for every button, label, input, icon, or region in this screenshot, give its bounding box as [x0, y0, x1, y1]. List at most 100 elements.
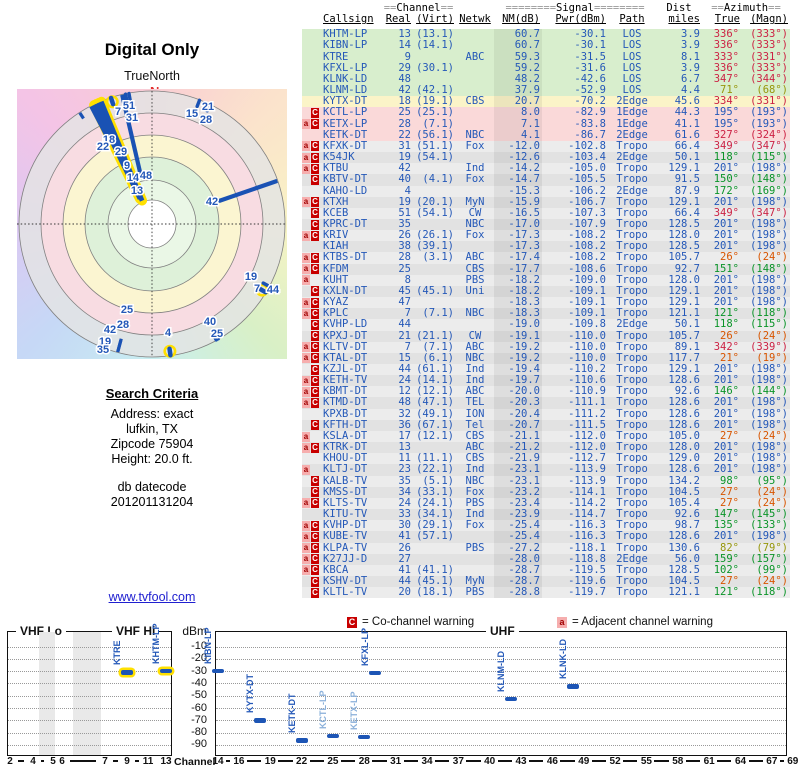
- cell-nm-db: 37.9: [494, 85, 542, 97]
- channel-tick-58: 58: [672, 756, 684, 767]
- table-row: aCKLTL-TV 20 (18.1) PBS -28.8 -119.7 Tropo 121.…: [302, 587, 790, 599]
- group-header-cell: ========Signal========: [505, 3, 645, 14]
- cell-distance-miles: 105.0: [668, 430, 700, 442]
- spectrum-bar-KFXL-LP: [368, 670, 381, 676]
- channel-tick-55: 55: [640, 756, 652, 767]
- cell-azimuth-magnetic: (331°): [750, 96, 788, 108]
- co-channel-warning-icon: C: [311, 587, 319, 598]
- cell-path: Tropo: [616, 430, 648, 442]
- cell-virtual-channel: (3.1): [422, 252, 454, 264]
- radar-label-ch9: 9: [124, 160, 130, 172]
- cell-azimuth-magnetic: (19°): [756, 352, 788, 364]
- cell-real-channel: 35: [398, 218, 411, 230]
- cell-virtual-channel: (13.1): [416, 29, 454, 41]
- radar-dot-ch25: [211, 332, 218, 342]
- radar-spoke-ch22: [78, 112, 85, 120]
- spectrum-bar-KIBN-LP: [212, 668, 224, 674]
- cell-distance-miles: 128.5: [668, 218, 700, 230]
- cell-real-channel: 51: [398, 207, 411, 219]
- radar-label-ch4: 4: [165, 327, 172, 339]
- cell-power-dbm: -30.1: [574, 29, 606, 41]
- column-header-nmdb: NM(dB): [502, 14, 540, 26]
- cell-virtual-channel: (7.1): [422, 118, 454, 130]
- cell-azimuth-true: 347°: [713, 73, 739, 85]
- dbm-tick-label: -60: [191, 701, 207, 714]
- cell-virtual-channel: (54.1): [416, 207, 454, 219]
- column-header-netwk: Netwk: [459, 14, 491, 26]
- warning-cell: aC: [302, 241, 321, 252]
- cell-distance-miles: 87.9: [674, 185, 700, 197]
- co-channel-warning-icon: C: [311, 576, 319, 587]
- cell-distance-miles: 134.2: [668, 475, 700, 487]
- cell-power-dbm: -109.1: [568, 308, 606, 320]
- cell-power-dbm: -114.7: [568, 509, 606, 521]
- cell-power-dbm: -106.2: [568, 185, 606, 197]
- radar-dot-ch7: [257, 286, 268, 295]
- cell-azimuth-true: 336°: [713, 40, 739, 52]
- cell-path: Tropo: [616, 564, 648, 576]
- warning-cell: aC: [302, 74, 321, 85]
- cell-nm-db: -21.1: [494, 430, 542, 443]
- cell-power-dbm: -112.0: [568, 442, 606, 454]
- cell-real-channel: 38: [398, 241, 411, 253]
- cell-nm-db: -18.3: [494, 308, 542, 320]
- cell-callsign: KTMD-DT: [323, 397, 368, 409]
- cell-path: Tropo: [616, 285, 648, 297]
- cell-virtual-channel: (51.1): [416, 140, 454, 152]
- cell-power-dbm: -52.9: [574, 85, 606, 97]
- tvfool-link[interactable]: www.tvfool.com: [108, 590, 196, 604]
- cell-power-dbm: -110.2: [568, 364, 606, 375]
- group-header-cell: [302, 3, 381, 14]
- cell-nm-db: -19.7: [494, 375, 542, 387]
- cell-network: Ind: [465, 375, 485, 387]
- cell-nm-db: -19.2: [494, 352, 542, 364]
- cell-network: CBS: [465, 453, 485, 465]
- table-row: a C KTMD-DT 48 (47.1) TEL -20.3 -111.1 Tropo 128.…: [302, 397, 790, 409]
- co-channel-warning-icon: C: [311, 398, 319, 409]
- radar-dot-ch4: [167, 346, 173, 358]
- cell-nm-db: -28.7: [494, 575, 542, 588]
- adjacent-warning-icon: a: [302, 197, 310, 208]
- radar-dot-ch44: [261, 281, 271, 288]
- cell-nm-db: -23.2: [494, 486, 542, 498]
- table-row: a C KLTS-TV 24 (24.1) PBS -23.4 -114.2 Tropo 105.…: [302, 497, 790, 510]
- cell-callsign: KTRE: [323, 51, 349, 63]
- cell-azimuth-magnetic: (198°): [750, 364, 788, 375]
- cell-network: ION: [465, 408, 485, 420]
- adjacent-warning-icon: a: [302, 253, 310, 264]
- cell-callsign: KLNK-LD: [323, 73, 368, 85]
- cell-power-dbm: -110.0: [568, 330, 606, 342]
- cell-azimuth-magnetic: (193°): [750, 118, 788, 130]
- warning-cell: aC: [302, 420, 321, 431]
- dbm-gridline: [216, 708, 786, 709]
- spectrum-bar-label-KETX-LP: KETX-LP: [349, 691, 360, 730]
- cell-power-dbm: -118.1: [568, 542, 606, 554]
- cell-network: CW: [468, 207, 482, 219]
- adjacent-warning-icon: a: [302, 264, 310, 275]
- cell-nm-db: -19.1: [494, 330, 542, 342]
- cell-network: Fox: [465, 520, 485, 532]
- cell-real-channel: 19: [398, 196, 411, 208]
- cell-network: Ind: [465, 163, 485, 175]
- radar-label-ch25: 25: [211, 328, 223, 340]
- vhf-hi-title: VHF Hi: [112, 624, 160, 638]
- cell-path: Tropo: [616, 509, 648, 521]
- dbm-gridline: [8, 658, 171, 660]
- radar-label-ch28: 28: [117, 319, 129, 331]
- cell-nm-db: -15.9: [494, 196, 542, 208]
- channel-tick-11: 11: [142, 756, 154, 767]
- radar-label-ch19: 19: [245, 271, 257, 283]
- warning-cell: aC: [302, 576, 321, 587]
- cell-path: LOS: [622, 73, 642, 85]
- dbm-gridline: [8, 720, 171, 722]
- cell-real-channel: 32: [398, 408, 411, 420]
- table-row: a C KBMT-DT 12 (12.1) ABC -20.0 -110.9 Tropo 92.6…: [302, 386, 790, 398]
- cell-distance-miles: 92.7: [674, 263, 700, 275]
- cell-callsign: KTXH: [323, 196, 349, 208]
- cell-real-channel: 36: [398, 419, 411, 431]
